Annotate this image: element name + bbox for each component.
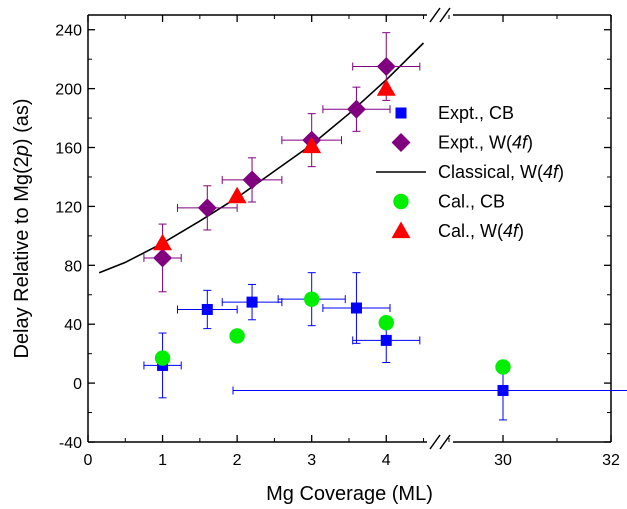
expt-cb-point — [380, 334, 392, 346]
legend-marker-cal-w-4f — [391, 221, 411, 239]
cal-w-4f-point — [302, 136, 322, 154]
x-axis-title: Mg Coverage (ML) — [266, 483, 433, 505]
y-tick-label: -40 — [59, 435, 82, 452]
x-tick-label: 30 — [494, 452, 512, 469]
y-tick-label: 80 — [64, 258, 82, 275]
axis-break-mark — [429, 434, 441, 450]
legend-label-classical-w-4f: Classical, W(4f) — [438, 162, 564, 182]
legend-label-expt-cb: Expt., CB — [438, 103, 514, 123]
legend-marker-expt-w-4f — [391, 133, 411, 152]
expt-cb-point — [246, 296, 258, 308]
legend-label-part: ) — [558, 162, 564, 182]
legend-label-cal-cb: Cal., CB — [438, 192, 505, 212]
expt-w-4f-point — [376, 57, 396, 76]
y-tick-label: 160 — [55, 141, 82, 158]
y-tick-label: 40 — [64, 317, 82, 334]
y-tick-label: 120 — [55, 199, 82, 216]
cal-w-4f-point — [153, 233, 173, 251]
cal-cb-point — [229, 328, 245, 344]
legend-label-part: ) — [518, 221, 524, 241]
legend-label-part: 4f — [503, 221, 520, 241]
y-axis-title-part: Delay Relative to Mg(2 — [11, 156, 33, 358]
legend-label-part: 4f — [543, 162, 560, 182]
expt-cb-point — [497, 384, 509, 396]
cal-w-4f-point — [227, 186, 247, 204]
y-tick-label: 240 — [55, 23, 82, 40]
axis-labels-layer: Mg Coverage (ML) Delay Relative to Mg(2p… — [11, 98, 433, 505]
cal-cb-point — [495, 359, 511, 375]
legend-label-part: ) — [527, 133, 533, 153]
x-tick-label: 1 — [158, 452, 167, 469]
x-tick-label: 32 — [602, 452, 620, 469]
axis-break-mark — [439, 7, 451, 23]
legend-label-part: Expt., W( — [438, 133, 512, 153]
cal-w-4f-point — [376, 79, 396, 96]
axis-break-mark — [439, 434, 451, 450]
x-tick-label: 4 — [382, 452, 391, 469]
y-tick-label: 200 — [55, 82, 82, 99]
expt-cb-point — [350, 302, 362, 314]
x-tick-label: 2 — [233, 452, 242, 469]
y-axis-title: Delay Relative to Mg(2p) (as) — [11, 98, 33, 358]
expt-w-4f-point — [153, 248, 173, 268]
legend-label-part: 4f — [512, 133, 529, 153]
legend-marker-cal-cb — [393, 193, 409, 210]
legend-label-part: Cal., W( — [438, 221, 503, 241]
expt-cb-point — [201, 303, 213, 315]
legend-label-cal-w-4f: Cal., W(4f) — [438, 221, 524, 241]
classical-curve-layer — [98, 42, 425, 274]
y-axis-title-part: p — [11, 145, 33, 157]
cal-cb-point — [303, 291, 320, 307]
y-axis-title-part: ) (as) — [11, 98, 33, 145]
legend-marker-expt-cb — [395, 107, 407, 119]
cal-cb-point — [378, 315, 394, 331]
expt-w-4f-point — [197, 198, 217, 218]
y-tick-label: 0 — [73, 376, 82, 393]
legend-label-part: Expt., CB — [438, 103, 514, 123]
cal-cb-point — [154, 350, 171, 366]
classical-w4f-curve — [98, 42, 425, 274]
markers-layer — [153, 57, 511, 396]
expt-w-4f-point — [346, 99, 366, 119]
legend-label-part: Classical, W( — [438, 162, 543, 182]
expt-w-4f-point — [242, 170, 262, 190]
axis-break-mark — [429, 7, 441, 23]
x-tick-label: 0 — [84, 452, 93, 469]
legend-label-part: Cal., CB — [438, 192, 505, 212]
x-tick-label: 3 — [307, 452, 316, 469]
legend-label-expt-w-4f: Expt., W(4f) — [438, 133, 533, 153]
